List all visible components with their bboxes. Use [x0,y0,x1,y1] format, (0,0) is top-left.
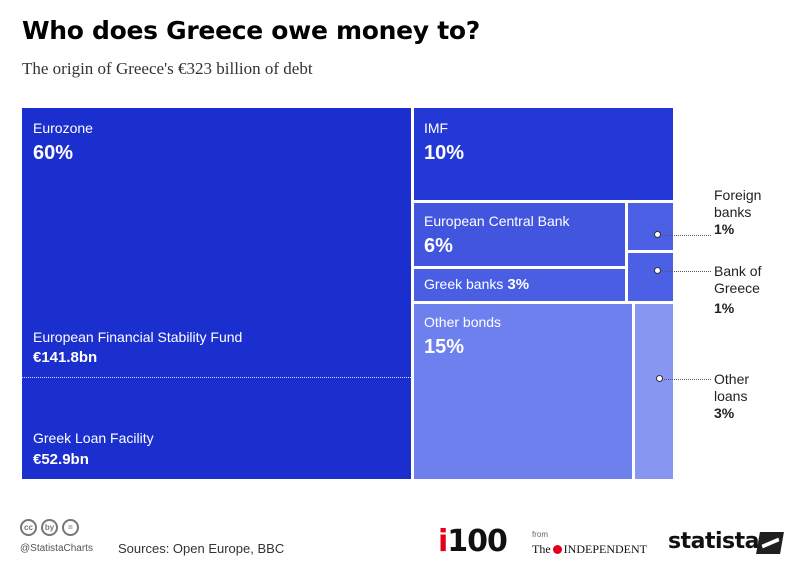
tile-other-loans [635,304,673,479]
i100-logo-i: i [438,524,448,559]
chart-subtitle: The origin of Greece's €323 billion of d… [22,59,313,78]
creative-commons-icon: cc [20,519,37,536]
leader-other-loans [662,379,711,380]
label-foreign-banks-line2: banks [714,204,752,220]
leader-foreign-banks [659,235,711,236]
footer: cc by = @StatistaCharts Sources: Open Eu… [0,512,800,571]
tile-imf: IMF 10% [414,108,673,200]
attribution-icon: by [41,519,58,536]
tile-greek-banks: Greek banks 3% [414,269,625,301]
dot-foreign-banks [654,231,661,238]
eurozone-divider [22,377,411,378]
label-other-loans-line2: loans [714,388,748,404]
independent-logo: The INDEPENDENT [532,542,647,557]
tile-imf-value: 10% [424,142,465,164]
glf-label: Greek Loan Facility [33,430,154,446]
statista-mark-icon [756,532,784,554]
independent-eagle-icon [552,545,562,554]
label-other-loans: Other loans 3% [714,371,749,422]
sources-note: Sources: Open Europe, BBC [118,541,285,556]
label-other-loans-value: 3% [714,405,735,421]
no-derivatives-icon: = [62,519,79,536]
label-foreign-banks-line1: Foreign [714,187,762,203]
tile-greek-banks-value: 3% [507,276,530,293]
independent-logo-name: INDEPENDENT [563,542,647,556]
tile-other-bonds: Other bonds 15% [414,304,632,479]
tile-ecb: European Central Bank 6% [414,203,625,266]
label-bank-of-greece-line1: Bank of [714,263,762,279]
efsf-amount: €141.8bn [33,349,98,366]
tile-imf-name: IMF [424,120,449,136]
glf-amount: €52.9bn [33,451,89,468]
tile-ecb-value: 6% [424,235,453,257]
i100-logo-number: 100 [447,524,508,559]
from-label: from [532,530,548,539]
tile-other-bonds-value: 15% [424,336,465,358]
dot-bank-of-greece [654,267,661,274]
efsf-label: European Financial Stability Fund [33,329,243,345]
independent-logo-the: The [532,542,551,556]
tile-greek-banks-name: Greek banks [424,276,504,292]
tile-bank-of-greece [628,253,673,301]
chart-title: Who does Greece owe money to? [22,16,480,45]
i100-logo: i100 [438,524,508,559]
label-other-loans-line1: Other [714,371,750,387]
tile-greek-banks-label: Greek banks 3% [424,276,529,293]
tile-other-bonds-name: Other bonds [424,314,502,330]
statista-logo: statista [668,529,759,554]
tile-eurozone-name: Eurozone [33,120,93,136]
label-bank-of-greece-line2: Greece [714,280,760,296]
tile-foreign-banks [628,203,673,250]
tile-ecb-name: European Central Bank [424,213,570,229]
label-bank-of-greece: Bank of Greece 1% [714,263,761,317]
tile-eurozone: Eurozone 60% European Financial Stabilit… [22,108,411,479]
statista-handle: @StatistaCharts [20,543,93,554]
label-foreign-banks-value: 1% [714,221,735,237]
label-foreign-banks: Foreign banks 1% [714,187,761,238]
leader-bank-of-greece [659,271,711,272]
tile-eurozone-value: 60% [33,142,74,164]
label-bank-of-greece-value: 1% [714,300,735,316]
dot-other-loans [656,375,663,382]
